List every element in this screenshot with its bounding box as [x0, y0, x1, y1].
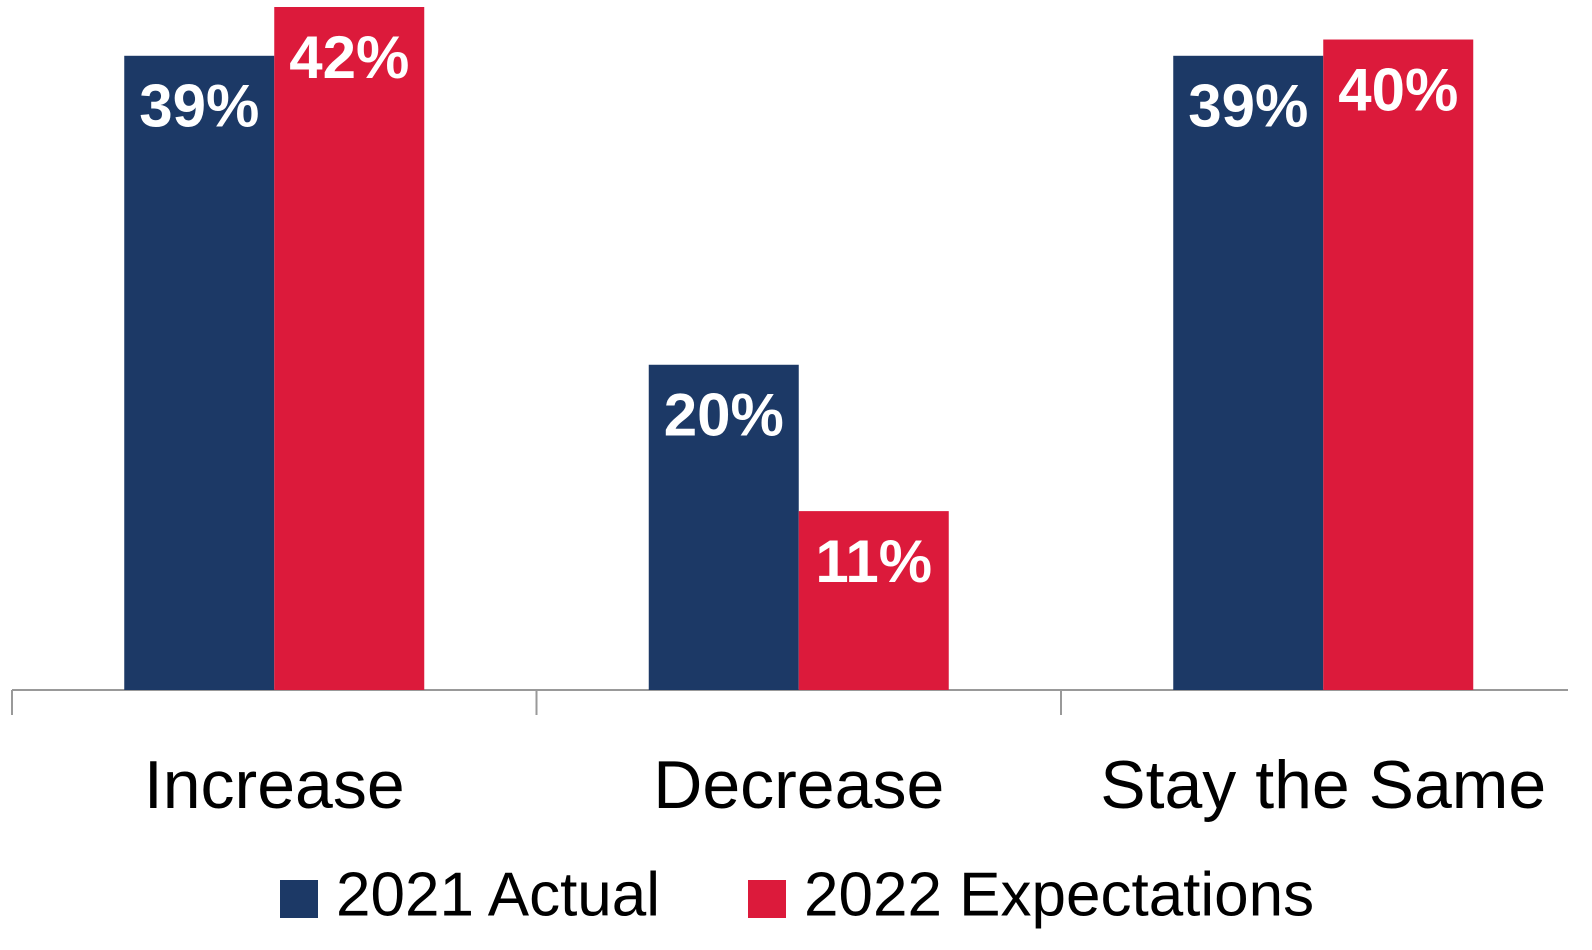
- data-label: 20%: [664, 382, 784, 449]
- bar: [274, 7, 425, 690]
- data-label: 39%: [139, 73, 259, 140]
- bar: [124, 55, 275, 691]
- legend-label: 2021 Actual: [336, 860, 660, 929]
- data-label: 40%: [1338, 56, 1458, 123]
- bar: [1323, 39, 1474, 691]
- legend-swatch: [748, 880, 786, 918]
- x-tick-label: Increase: [144, 747, 405, 823]
- data-label: 42%: [289, 24, 409, 91]
- legend-swatch: [280, 880, 318, 918]
- bar: [1173, 55, 1324, 691]
- x-tick-label: Stay the Same: [1100, 747, 1546, 823]
- legend-label: 2022 Expectations: [804, 860, 1314, 929]
- x-tick-label: Decrease: [653, 747, 944, 823]
- bar: [798, 511, 949, 690]
- data-label: 39%: [1188, 73, 1308, 140]
- data-label: 11%: [815, 528, 932, 595]
- bar: [648, 364, 799, 690]
